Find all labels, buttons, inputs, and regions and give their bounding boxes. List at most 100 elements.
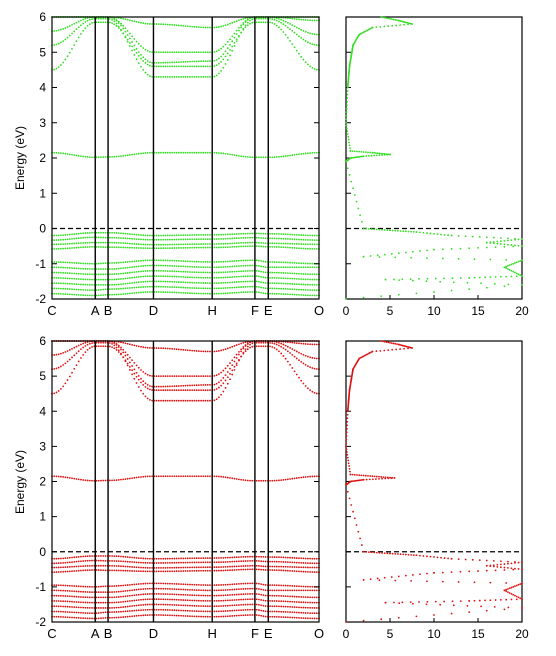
band-point [295, 566, 298, 569]
band-10 [51, 608, 320, 615]
band-lines [51, 16, 320, 297]
band-point [311, 273, 314, 276]
band-point [180, 557, 182, 560]
band-point [175, 51, 178, 54]
band-point [246, 587, 249, 590]
band-point [193, 151, 196, 154]
band-point [215, 246, 218, 249]
y-tick-label: 0 [39, 545, 46, 559]
band-point [258, 291, 260, 294]
band-point [271, 556, 274, 558]
band-point [246, 24, 249, 27]
dos-point [450, 234, 453, 237]
band-point [66, 589, 69, 592]
band-point [135, 588, 138, 591]
band-point [217, 605, 220, 607]
band-point [66, 266, 69, 269]
band-point [262, 604, 265, 607]
band-point [255, 259, 258, 262]
band-point [295, 247, 298, 249]
band-point [151, 280, 154, 283]
band-point [97, 564, 100, 567]
band-point [115, 273, 118, 275]
band-point [197, 151, 200, 154]
band-point [73, 611, 76, 614]
band-point [284, 611, 287, 613]
band-point [209, 261, 211, 263]
dos-point [521, 561, 523, 564]
band-point [102, 345, 105, 348]
band-point [251, 608, 254, 611]
band-point [291, 611, 294, 614]
band-point [229, 560, 231, 563]
band-point [217, 276, 220, 279]
dos-point [510, 239, 513, 242]
band-point [260, 242, 263, 244]
band-point [124, 354, 127, 357]
band-point [222, 242, 225, 245]
band-point [215, 266, 218, 269]
band-point [298, 342, 300, 345]
band-point [135, 570, 138, 572]
band-point [217, 292, 220, 295]
dos-point [489, 242, 492, 244]
band-point [57, 589, 60, 592]
band-point [53, 589, 56, 592]
dos-point [492, 236, 495, 239]
band-point [91, 585, 93, 588]
band-point [53, 271, 56, 274]
band-point [197, 610, 200, 613]
band-point [226, 347, 229, 350]
band-point [244, 582, 247, 585]
band-point [293, 585, 296, 587]
band-point [84, 559, 87, 562]
dos-point [466, 604, 469, 607]
dos-point [345, 118, 348, 121]
band-point [151, 598, 154, 601]
band-point [191, 271, 194, 273]
dos-point [381, 477, 383, 480]
band-point [120, 352, 122, 355]
band-point [209, 276, 211, 279]
band-point [289, 566, 291, 568]
band-point [175, 151, 178, 154]
band-point [57, 66, 60, 69]
band-point [128, 560, 131, 563]
band-point [102, 479, 105, 482]
band-point [117, 241, 120, 244]
band-point [97, 284, 100, 286]
band-point [289, 611, 291, 614]
band-point [113, 23, 116, 26]
band-point [146, 593, 149, 595]
band-point [135, 153, 138, 155]
kpoint-label-H: H [208, 303, 217, 318]
band-point [313, 367, 316, 370]
band-point [126, 246, 129, 249]
band-point [137, 557, 140, 560]
band-point [309, 475, 311, 478]
band-point [84, 617, 87, 620]
dos-point [345, 298, 347, 300]
dos-point [507, 283, 510, 286]
band-point [222, 390, 225, 393]
band-point [68, 349, 71, 351]
band-point [182, 570, 185, 572]
band-point [71, 556, 73, 559]
band-point [249, 560, 251, 562]
band-1 [51, 231, 320, 237]
band-point [88, 289, 91, 292]
band-point [275, 479, 278, 482]
band-point [117, 601, 120, 604]
band-point [284, 24, 287, 27]
band-point [191, 349, 194, 352]
band-point [209, 271, 211, 274]
band-point [289, 39, 291, 42]
dos-point [411, 574, 414, 576]
band-point [133, 368, 136, 371]
band-point [213, 261, 216, 263]
band-point [215, 569, 218, 572]
dos-point [450, 248, 453, 250]
band-point [286, 350, 289, 353]
band-point [146, 603, 149, 606]
